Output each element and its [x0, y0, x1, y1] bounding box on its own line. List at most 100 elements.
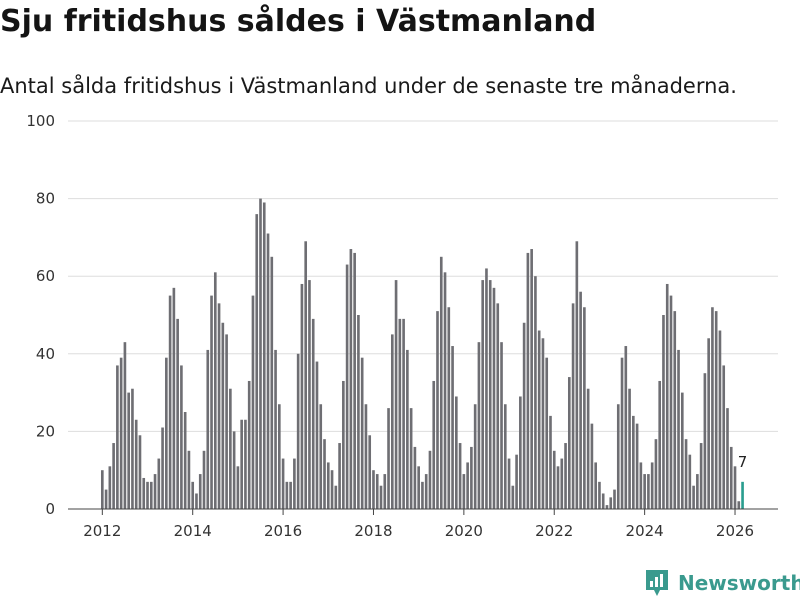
bar [632, 415, 635, 509]
bar [552, 450, 556, 509]
bar [157, 458, 161, 509]
bar [262, 202, 266, 510]
bar [692, 485, 695, 509]
bar [594, 462, 597, 509]
newsworthy-brand[interactable]: Newsworthy [644, 568, 800, 598]
bar [183, 412, 187, 509]
bar [526, 252, 530, 510]
bar [598, 481, 601, 509]
bar [123, 342, 127, 509]
bar [662, 315, 665, 509]
bar [432, 380, 436, 509]
bar [507, 458, 511, 509]
bar [330, 470, 334, 509]
bar [726, 408, 729, 509]
bar [300, 283, 304, 509]
bar [225, 334, 228, 509]
bar [221, 322, 225, 509]
y-tick-label: 0 [45, 500, 55, 518]
y-tick-label: 60 [36, 267, 55, 285]
bar [304, 241, 308, 509]
bar [462, 474, 466, 509]
bar [703, 373, 707, 509]
bar [654, 439, 658, 509]
bar [345, 264, 349, 509]
bar [684, 439, 688, 509]
x-tick-label: 2026 [716, 522, 754, 540]
bar [372, 470, 375, 509]
bar [613, 489, 616, 509]
bar [492, 287, 496, 509]
bar [436, 311, 439, 509]
bar [722, 365, 726, 509]
bar [191, 481, 195, 509]
bar [733, 466, 737, 509]
bar [477, 342, 481, 509]
bar [172, 287, 176, 509]
chart-subtitle: Antal sålda fritidshus i Västmanland und… [0, 74, 737, 98]
bar [549, 415, 552, 509]
bar [285, 481, 289, 509]
bar [210, 295, 213, 509]
bar [375, 474, 379, 509]
bar [545, 357, 549, 509]
bar [560, 458, 564, 509]
bar [394, 280, 398, 509]
bar [451, 346, 454, 509]
bar [244, 419, 247, 509]
y-tick-label: 40 [36, 345, 55, 363]
last-value-label: 7 [738, 453, 748, 471]
x-tick-label: 2022 [535, 522, 573, 540]
bar [349, 249, 353, 510]
bar [421, 481, 424, 509]
bar [488, 280, 492, 509]
y-tick-label: 80 [36, 190, 55, 208]
bar [131, 388, 134, 509]
bar [334, 485, 338, 509]
bar [229, 388, 232, 509]
bar [270, 256, 274, 509]
bar [624, 346, 628, 509]
bar [586, 388, 590, 509]
bar [406, 349, 409, 509]
bar [413, 446, 417, 509]
bar [605, 505, 609, 509]
bar [515, 454, 518, 509]
bar [134, 419, 138, 509]
bar [266, 233, 270, 509]
bar [455, 396, 458, 509]
bar [402, 318, 405, 509]
chart-title: Sju fritidshus såldes i Västmanland [0, 4, 597, 39]
bar [530, 249, 533, 510]
bar [564, 443, 567, 509]
bar [439, 256, 443, 509]
bar [665, 283, 669, 509]
bar [342, 380, 345, 509]
bar [409, 408, 413, 509]
bar [601, 493, 605, 509]
bar [101, 470, 104, 509]
bar [127, 392, 130, 509]
bar [699, 443, 703, 509]
bar [677, 349, 680, 509]
bar [153, 474, 157, 509]
x-tick-label: 2014 [174, 522, 212, 540]
bar [643, 474, 646, 509]
bar [149, 481, 153, 509]
axes: 0 20 40 60 80 100 2012 2014 2016 2018 2020 2022 2024… [26, 112, 778, 540]
bar [108, 466, 112, 509]
bar [213, 272, 217, 509]
bar [711, 307, 714, 509]
bar [296, 353, 300, 509]
bar [308, 280, 311, 509]
bar [590, 423, 594, 509]
bar [198, 474, 202, 509]
bar [315, 361, 319, 509]
bar [387, 408, 390, 509]
bar [556, 466, 560, 509]
bar [688, 454, 692, 509]
bar [217, 303, 221, 509]
bar [534, 276, 537, 509]
bar [398, 318, 402, 509]
